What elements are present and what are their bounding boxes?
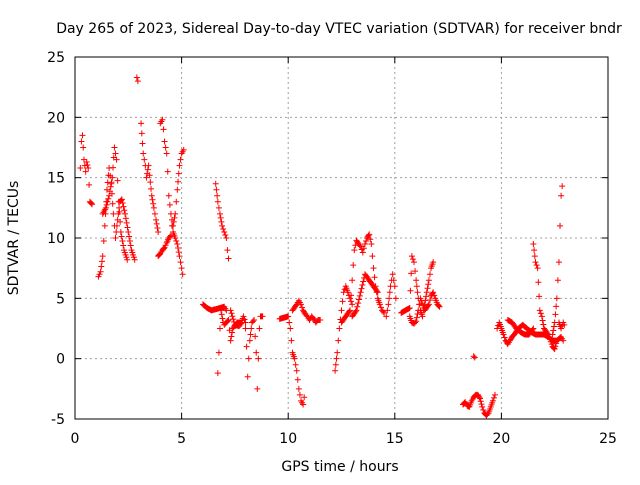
data-point-group [138,120,162,235]
data-point-group [242,313,266,392]
data-point-group [349,271,381,320]
data-series-sdtvar [77,74,568,419]
x-tick-label: 25 [599,431,617,447]
y-tick-label: 10 [47,231,65,247]
y-tick-label: -5 [51,412,65,428]
data-point-group [530,241,560,353]
x-tick-label: 0 [71,431,80,447]
y-tick-label: 25 [47,50,65,66]
x-axis-label: GPS time / hours [281,459,398,475]
data-point-group [276,313,308,408]
y-tick-label: 15 [47,171,65,187]
data-point-group [77,132,96,208]
grid-lines [75,57,608,419]
x-tick-label: 20 [492,431,510,447]
data-point-group [289,297,324,326]
x-tick-label: 15 [386,431,404,447]
data-point-group [99,144,131,263]
x-tick-label: 10 [279,431,297,447]
data-point-group [555,319,568,332]
data-point-group [133,74,141,85]
tick-labels: 0 5 10 15 20 25 -5 0 5 10 15 20 25 [47,50,617,447]
axis-ticks [74,56,609,420]
data-point-group [460,391,499,419]
y-axis-label: SDTVAR / TECUs [6,181,22,296]
data-point-group [157,116,187,229]
data-point-group [332,283,356,374]
chart-title: Day 265 of 2023, Sidereal Day-to-day VTE… [56,21,622,37]
data-point-group [470,353,478,361]
y-tick-label: 20 [47,110,65,126]
y-tick-label: 0 [56,352,65,368]
data-point-group [338,231,388,326]
data-point-group [227,307,245,330]
x-tick-label: 5 [177,431,186,447]
data-point-group [504,317,537,338]
data-point-group [383,271,399,320]
data-point-group [549,183,566,338]
data-point-group [212,180,232,262]
y-tick-label: 5 [56,291,65,307]
data-point-group [406,289,443,327]
